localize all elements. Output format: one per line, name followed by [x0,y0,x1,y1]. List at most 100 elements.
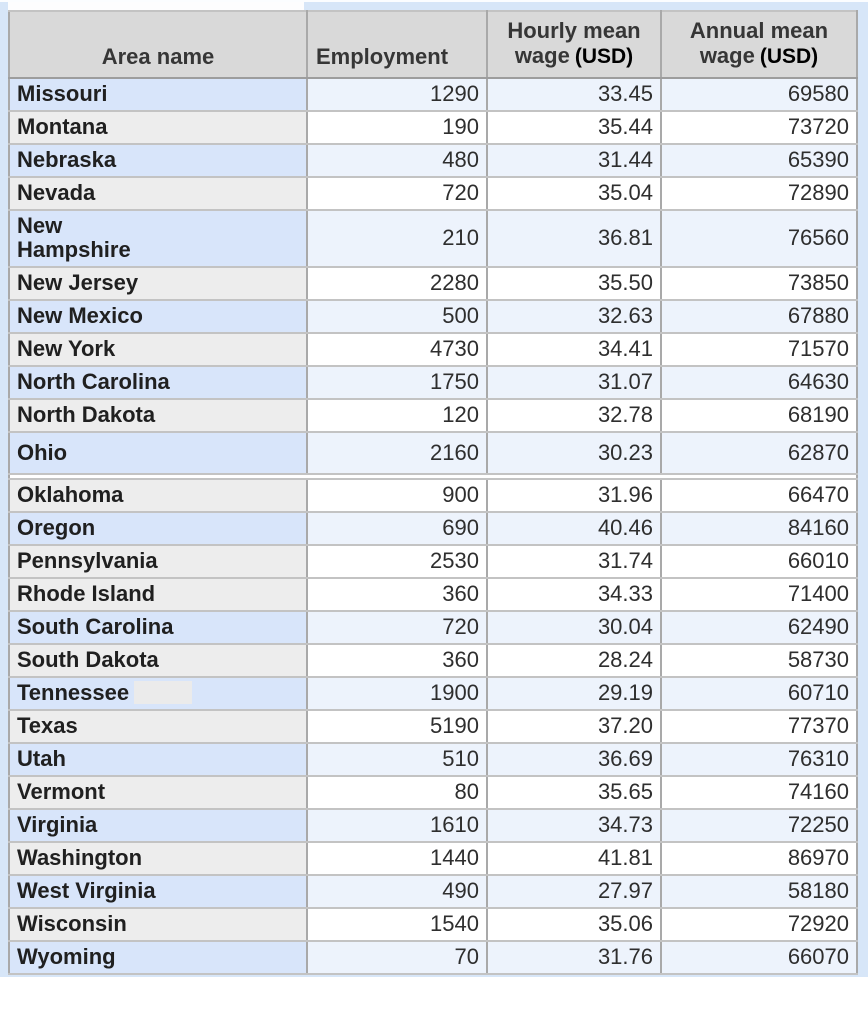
annual-wage-cell: 72920 [660,907,858,942]
hourly-header-line1: Hourly mean [507,18,641,43]
page-frame: Area name Employment Hourly mean wage (US… [0,0,868,977]
table-row: South Dakota 360 28.24 58730 [8,643,858,678]
employment-cell: 720 [306,176,488,211]
hourly-wage-cell: 35.04 [486,176,662,211]
col-header-area-name: Area name [8,10,308,79]
area-name-cell: Wyoming [8,940,308,975]
wage-word: wage [514,43,570,68]
hourly-wage-cell: 35.65 [486,775,662,810]
area-name-cell: Oklahoma [8,478,308,513]
annual-wage-cell: 69580 [660,77,858,112]
table-row: New Jersey 2280 35.50 73850 [8,266,858,301]
employment-cell: 80 [306,775,488,810]
hourly-wage-cell: 30.04 [486,610,662,645]
annual-header-line2: wage (USD) [670,43,848,69]
employment-cell: 1750 [306,365,488,400]
hourly-wage-cell: 31.76 [486,940,662,975]
hourly-header-line2: wage (USD) [496,43,652,69]
table-row: Wyoming 70 31.76 66070 [8,940,858,975]
top-strip [8,2,304,10]
area-name-cell: New Jersey [8,266,308,301]
employment-cell: 500 [306,299,488,334]
hourly-wage-cell: 28.24 [486,643,662,678]
employment-cell: 480 [306,143,488,178]
employment-cell: 2530 [306,544,488,579]
table-row: South Carolina 720 30.04 62490 [8,610,858,645]
hourly-wage-cell: 41.81 [486,841,662,876]
hourly-wage-cell: 29.19 [486,676,662,711]
table-row: Washington 1440 41.81 86970 [8,841,858,876]
hourly-wage-cell: 34.73 [486,808,662,843]
hourly-wage-cell: 35.44 [486,110,662,145]
table-gap-row [8,473,858,480]
area-name-cell: Utah [8,742,308,777]
annual-wage-cell: 86970 [660,841,858,876]
table-row: Nebraska 480 31.44 65390 [8,143,858,178]
area-name-cell: Oregon [8,511,308,546]
table-row: North Dakota 120 32.78 68190 [8,398,858,433]
hourly-wage-cell: 35.50 [486,266,662,301]
table-row: Vermont 80 35.65 74160 [8,775,858,810]
annual-wage-cell: 72250 [660,808,858,843]
area-name-cell: Wisconsin [8,907,308,942]
col-header-employment: Employment [306,10,488,79]
employment-cell: 510 [306,742,488,777]
table-row: Oklahoma 900 31.96 66470 [8,478,858,513]
area-name-cell: South Dakota [8,643,308,678]
area-name-cell: North Dakota [8,398,308,433]
area-name-cell: North Carolina [8,365,308,400]
hourly-wage-cell: 36.69 [486,742,662,777]
table-row: Rhode Island 360 34.33 71400 [8,577,858,612]
annual-wage-cell: 60710 [660,676,858,711]
employment-cell: 190 [306,110,488,145]
hourly-wage-cell: 37.20 [486,709,662,744]
table-row: Pennsylvania 2530 31.74 66010 [8,544,858,579]
employment-cell: 4730 [306,332,488,367]
table-row: Wisconsin 1540 35.06 72920 [8,907,858,942]
hourly-wage-cell: 40.46 [486,511,662,546]
employment-cell: 1540 [306,907,488,942]
annual-wage-cell: 68190 [660,398,858,433]
selection-artifact [134,681,193,705]
area-name-cell: Tennessee [8,676,308,711]
table-row: Montana 190 35.44 73720 [8,110,858,145]
table-gap-cell [8,473,858,480]
table-row: Utah 510 36.69 76310 [8,742,858,777]
annual-wage-cell: 66010 [660,544,858,579]
employment-cell: 690 [306,511,488,546]
hourly-wage-cell: 36.81 [486,209,662,268]
annual-wage-cell: 62490 [660,610,858,645]
area-name-cell: Ohio [8,431,308,475]
employment-cell: 490 [306,874,488,909]
annual-wage-cell: 66470 [660,478,858,513]
table-row: North Carolina 1750 31.07 64630 [8,365,858,400]
employment-cell: 1900 [306,676,488,711]
hourly-wage-cell: 31.44 [486,143,662,178]
annual-wage-cell: 73850 [660,266,858,301]
annual-wage-cell: 58180 [660,874,858,909]
hourly-wage-cell: 33.45 [486,77,662,112]
annual-wage-cell: 71400 [660,577,858,612]
wage-word: wage [699,43,755,68]
employment-cell: 2280 [306,266,488,301]
area-name-cell: Nevada [8,176,308,211]
annual-wage-cell: 72890 [660,176,858,211]
area-name-cell: Pennsylvania [8,544,308,579]
usd-unit-label: (USD) [574,45,634,68]
employment-cell: 360 [306,643,488,678]
annual-wage-cell: 62870 [660,431,858,475]
area-name-cell: South Carolina [8,610,308,645]
table-row: Nevada 720 35.04 72890 [8,176,858,211]
employment-cell: 360 [306,577,488,612]
table-body: Missouri 1290 33.45 69580 Montana 190 35.44 737… [8,77,858,975]
area-name-cell: Washington [8,841,308,876]
annual-wage-cell: 73720 [660,110,858,145]
annual-wage-cell: 66070 [660,940,858,975]
wage-table: Area name Employment Hourly mean wage (US… [8,10,858,975]
employment-cell: 5190 [306,709,488,744]
annual-wage-cell: 67880 [660,299,858,334]
annual-wage-cell: 76310 [660,742,858,777]
area-name-cell: New Mexico [8,299,308,334]
employment-cell: 1290 [306,77,488,112]
annual-wage-cell: 76560 [660,209,858,268]
